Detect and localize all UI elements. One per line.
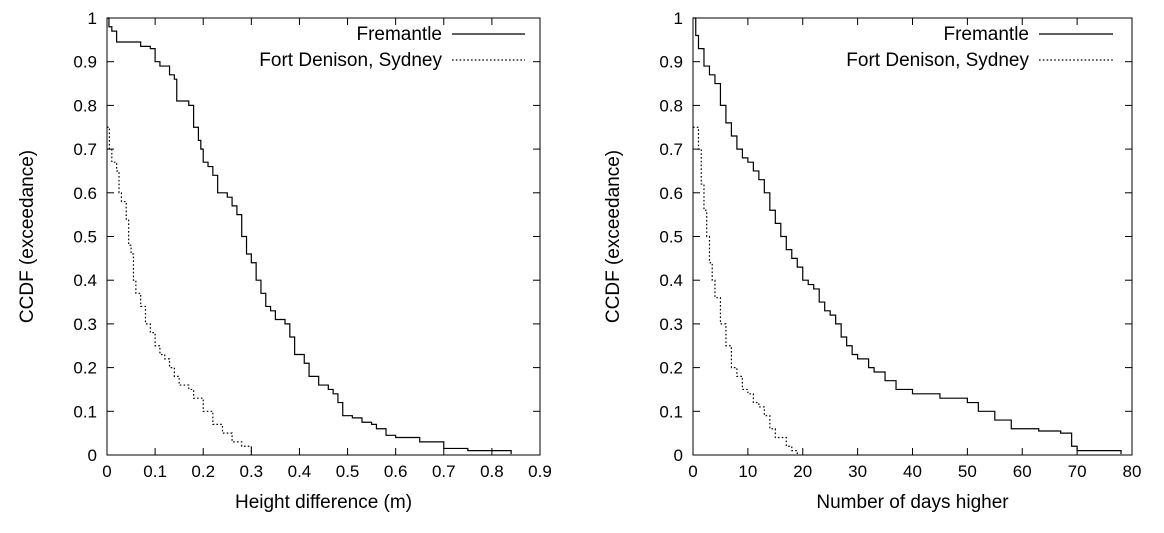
y-tick-label: 0.1 [73, 402, 97, 421]
x-tick-label: 60 [1013, 462, 1032, 481]
y-axis-title: CCDF (exceedance) [603, 150, 624, 323]
x-tick-label: 0.6 [384, 462, 408, 481]
x-tick-label: 40 [903, 462, 922, 481]
x-tick-label: 70 [1068, 462, 1087, 481]
plot-marks: 0 10 20 30 40 50 60 70 80 0 0.1 0.2 0.3 0.4 0.5 0.6 0.7 0… [659, 9, 1141, 481]
legend-label-fort-denison: Fort Denison, Sydney [259, 50, 442, 71]
x-tick-label: 0.8 [480, 462, 504, 481]
y-tick-label: 1 [674, 9, 683, 28]
x-tick-label: 0.7 [432, 462, 456, 481]
y-tick-label: 0.8 [73, 96, 97, 115]
y-tick-label: 0.3 [73, 315, 97, 334]
legend: Fremantle Fort Denison, Sydney [846, 24, 1029, 71]
y-tick-label: 0.8 [659, 96, 683, 115]
y-tick-label: 0.5 [73, 228, 97, 247]
x-tick-label: 50 [958, 462, 977, 481]
x-tick-label: 0.5 [336, 462, 360, 481]
x-tick-label: 0.3 [240, 462, 264, 481]
legend-label-fremantle: Fremantle [943, 24, 1029, 45]
x-tick-label: 0.1 [143, 462, 167, 481]
chart-days-higher: 0 10 20 30 40 50 60 70 80 0 0.1 0.2 0.3 0.4 0.5 0.6 0.7 0… [582, 0, 1164, 533]
series-line-fremantle [693, 17, 1122, 455]
x-tick-label: 0.2 [191, 462, 215, 481]
y-tick-label: 0.9 [659, 53, 683, 72]
chart-svg: 0 10 20 30 40 50 60 70 80 0 0.1 0.2 0.3 0.4 0.5 0.6 0.7 0… [603, 9, 1141, 513]
plot-frame [106, 17, 541, 456]
x-axis-title: Height difference (m) [235, 492, 412, 513]
y-tick-label: 0.9 [73, 53, 97, 72]
series-line-fremantle [107, 17, 512, 455]
y-tick-label: 0.2 [659, 359, 683, 378]
x-axis-title: Number of days higher [816, 492, 1009, 513]
y-tick-label: 0.7 [659, 140, 683, 159]
chart-svg: 0 0.1 0.2 0.3 0.4 0.5 0.6 0.7 0.8 0.9 0 0.1 0.2 0.3 0.… [17, 9, 552, 513]
x-tick-label: 0.9 [528, 462, 552, 481]
x-tick-label: 80 [1123, 462, 1142, 481]
x-tick-label: 0 [102, 462, 111, 481]
y-tick-label: 0 [88, 446, 97, 465]
series-line-fort-denison [107, 126, 252, 455]
y-tick-label: 0.7 [73, 140, 97, 159]
x-tick-label: 30 [848, 462, 867, 481]
y-tick-label: 0.5 [659, 228, 683, 247]
y-tick-label: 0.4 [73, 271, 97, 290]
y-tick-label: 0.1 [659, 402, 683, 421]
x-tick-label: 0.4 [288, 462, 312, 481]
x-tick-label: 20 [793, 462, 812, 481]
x-tick-label: 10 [738, 462, 757, 481]
y-tick-label: 0.6 [73, 184, 97, 203]
y-tick-label: 0.3 [659, 315, 683, 334]
y-tick-label: 0.6 [659, 184, 683, 203]
y-tick-label: 0.4 [659, 271, 683, 290]
series-line-fort-denison [693, 126, 798, 455]
chart-height-difference: 0 0.1 0.2 0.3 0.4 0.5 0.6 0.7 0.8 0.9 0 0.1 0.2 0.3 0.… [17, 9, 552, 513]
y-tick-label: 0 [674, 446, 683, 465]
y-tick-label: 1 [88, 9, 97, 28]
legend: Fremantle Fort Denison, Sydney [259, 24, 442, 71]
legend-label-fremantle: Fremantle [356, 24, 442, 45]
x-tick-label: 0 [688, 462, 697, 481]
plot-marks: 0 0.1 0.2 0.3 0.4 0.5 0.6 0.7 0.8 0.9 0 0.1 0.2 0.3 0.… [73, 9, 551, 481]
legend-label-fort-denison: Fort Denison, Sydney [846, 50, 1029, 71]
y-tick-label: 0.2 [73, 359, 97, 378]
y-axis-title: CCDF (exceedance) [17, 150, 38, 323]
